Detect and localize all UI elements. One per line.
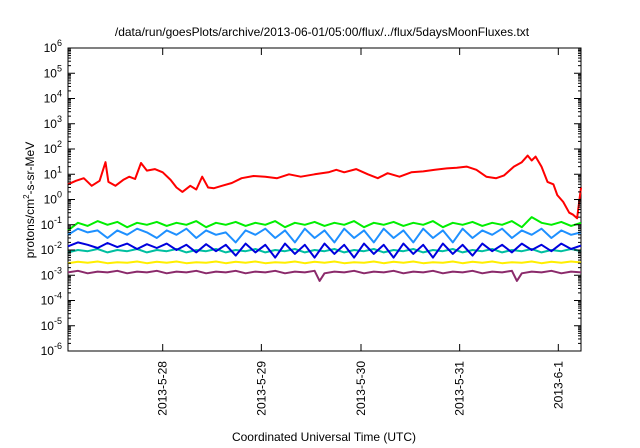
y-tick-label: 10-2 (41, 240, 62, 257)
y-axis-label-post: -s-sr-MeV (23, 142, 37, 195)
y-tick-label: 100 (44, 190, 62, 207)
y-tick-label: 105 (44, 63, 62, 80)
series-layer (67, 154, 582, 282)
y-tick-label: 10-6 (41, 341, 62, 358)
series-line-3 (67, 241, 582, 259)
x-tick-label: 2013-5-28 (156, 361, 170, 416)
series-line-2 (67, 227, 582, 244)
plot-frame (67, 47, 582, 352)
series-line-5 (67, 260, 582, 265)
x-tick-label: 2013-5-31 (453, 361, 467, 416)
chart-title: /data/run/goesPlots/archive/2013-06-01/0… (115, 25, 530, 39)
series-line-1 (67, 216, 582, 232)
y-axis: 10-6 10-5 10-4 10-3 10-2 10-1 100 101 102 103 104 1… (41, 38, 581, 358)
x-axis: 2013-5-28 2013-5-29 2013-5-30 2013-5-31 2013… (156, 48, 565, 416)
y-tick-label: 103 (44, 114, 62, 131)
y-axis-label: protons/cm2-s-sr-MeV (22, 142, 37, 258)
y-tick-label: 104 (44, 89, 62, 106)
y-tick-label: 10-5 (41, 316, 62, 333)
series-line-0 (67, 154, 582, 220)
x-tick-label: 2013-5-30 (354, 361, 368, 416)
y-tick-label: 10-1 (41, 215, 62, 232)
x-axis-label: Coordinated Universal Time (UTC) (232, 430, 416, 444)
y-tick-label: 106 (44, 38, 62, 55)
y-tick-label: 102 (44, 139, 62, 156)
series-line-6 (67, 269, 582, 282)
x-tick-label: 2013-6-1 (551, 361, 565, 409)
x-tick-label: 2013-5-29 (254, 361, 268, 416)
plot-area (67, 47, 582, 352)
y-axis-label-pre: protons/cm (23, 199, 37, 258)
y-tick-label: 10-3 (41, 265, 62, 282)
y-tick-label: 10-4 (41, 291, 62, 308)
y-tick-label: 101 (44, 164, 62, 181)
y-axis-label-sup: 2 (22, 194, 31, 199)
